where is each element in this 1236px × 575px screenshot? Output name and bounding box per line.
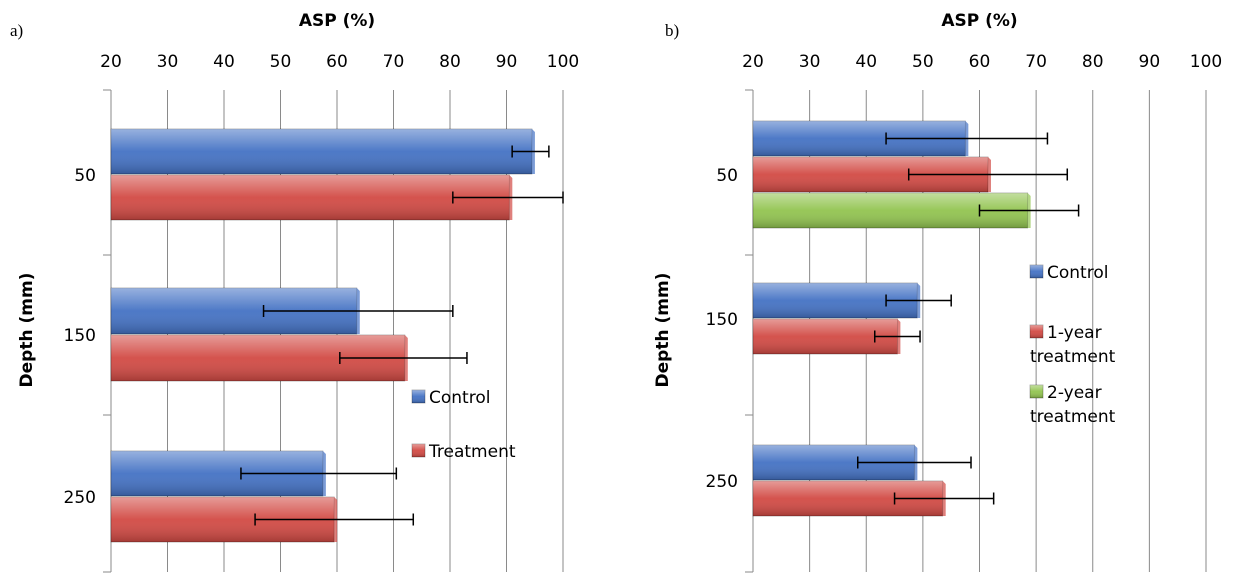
error-bar <box>885 132 1049 145</box>
legend-label: Control <box>1047 263 1108 283</box>
x-tick-label: 50 <box>912 52 934 72</box>
legend-label: Treatment <box>428 442 516 462</box>
x-tick-label: 70 <box>383 52 405 72</box>
error-bar <box>893 492 995 505</box>
x-tick-label: 90 <box>1139 52 1161 72</box>
x-tick-label: 30 <box>799 52 821 72</box>
legend-item: 1-year treatment <box>1029 323 1116 367</box>
error-bar <box>907 168 1069 181</box>
bar-shading <box>111 129 532 174</box>
y-category-label: 50 <box>74 166 96 186</box>
error-bar <box>885 294 952 307</box>
x-tick-label: 40 <box>855 52 877 72</box>
error-bar <box>254 513 415 526</box>
legend-label: Control <box>429 388 490 408</box>
x-tick-label: 20 <box>742 52 764 72</box>
error-bar <box>339 352 468 364</box>
x-tick-label: 30 <box>157 52 179 72</box>
chart-panel-0: a) ASP (%) Depth (mm) 20 30 40 50 60 70 80 90 100 50… <box>10 11 579 573</box>
error-bar <box>511 145 550 158</box>
legend-label: 2-year treatment <box>1030 383 1116 427</box>
x-axis-title: ASP (%) <box>941 11 1017 31</box>
legend: Control 1-year treatment 2-year treatment <box>1029 263 1116 427</box>
error-bar <box>262 305 454 317</box>
x-tick-label: 20 <box>100 52 122 72</box>
error-bar <box>452 191 564 204</box>
x-tick-label: 60 <box>326 52 348 72</box>
legend-item: Control <box>1029 263 1108 283</box>
x-tick-label: 80 <box>439 52 461 72</box>
y-axis-title: Depth (mm) <box>17 273 37 388</box>
x-tick-label: 100 <box>1190 52 1222 72</box>
x-tick-label: 80 <box>1082 52 1104 72</box>
chart-panel-1: b) ASP (%) Depth (mm) 20 30 40 50 60 70 80 90 100 50… <box>653 11 1222 573</box>
legend-item: 2-year treatment <box>1029 383 1116 427</box>
bar-shading <box>111 175 510 220</box>
panel-label: a) <box>10 21 23 40</box>
bar-shading <box>753 319 898 354</box>
x-tick-label: 40 <box>213 52 235 72</box>
x-tick-label: 60 <box>969 52 991 72</box>
x-tick-label: 100 <box>547 52 579 72</box>
error-bar <box>978 204 1080 217</box>
legend-item: Control <box>411 388 490 408</box>
y-category-label: 150 <box>64 326 96 346</box>
error-bar <box>857 456 972 469</box>
error-bar <box>873 330 921 343</box>
legend-item: Treatment <box>411 442 516 462</box>
panel-label: b) <box>665 21 679 40</box>
y-category-label: 150 <box>706 310 738 330</box>
y-category-label: 250 <box>64 488 96 508</box>
x-tick-label: 70 <box>1025 52 1047 72</box>
y-axis-title: Depth (mm) <box>653 273 673 388</box>
x-tick-label: 50 <box>270 52 292 72</box>
legend: Control Treatment <box>411 388 516 462</box>
y-category-label: 50 <box>716 166 738 186</box>
x-tick-label: 90 <box>496 52 518 72</box>
error-bar <box>240 467 398 480</box>
legend-label: 1-year treatment <box>1030 323 1116 367</box>
x-axis-title: ASP (%) <box>299 11 375 31</box>
y-category-label: 250 <box>706 472 738 492</box>
